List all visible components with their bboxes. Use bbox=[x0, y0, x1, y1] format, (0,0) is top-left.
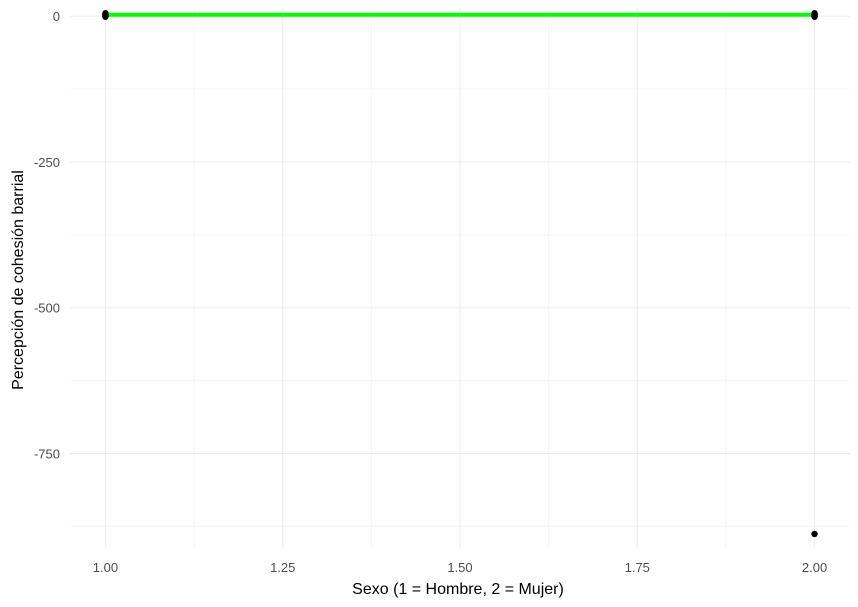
y-axis-title: Percepción de cohesión barrial bbox=[10, 170, 27, 390]
y-tick-label: -750 bbox=[34, 447, 60, 462]
data-point bbox=[811, 10, 818, 17]
y-tick-label: -500 bbox=[34, 301, 60, 316]
x-tick-label: 1.00 bbox=[93, 560, 118, 575]
x-tick-label: 2.00 bbox=[802, 560, 827, 575]
x-tick-label: 1.50 bbox=[447, 560, 472, 575]
x-axis-title: Sexo (1 = Hombre, 2 = Mujer) bbox=[352, 581, 564, 598]
y-tick-label: -250 bbox=[34, 155, 60, 170]
data-points bbox=[102, 10, 818, 538]
data-point bbox=[811, 530, 818, 538]
y-axis-tick-labels: 0 -250 -500 -750 bbox=[34, 9, 60, 461]
x-axis-tick-labels: 1.00 1.25 1.50 1.75 2.00 bbox=[93, 560, 827, 575]
y-tick-label: 0 bbox=[53, 9, 60, 24]
data-point bbox=[102, 10, 109, 17]
x-tick-label: 1.25 bbox=[270, 560, 295, 575]
x-tick-label: 1.75 bbox=[625, 560, 650, 575]
